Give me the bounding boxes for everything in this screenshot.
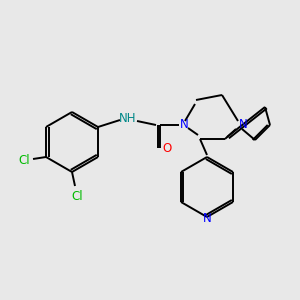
Text: O: O [162, 142, 172, 155]
Text: N: N [202, 212, 211, 224]
Text: N: N [180, 118, 188, 131]
Text: Cl: Cl [18, 154, 30, 167]
Text: Cl: Cl [71, 190, 83, 203]
Text: N: N [238, 118, 247, 130]
Text: NH: NH [119, 112, 137, 124]
